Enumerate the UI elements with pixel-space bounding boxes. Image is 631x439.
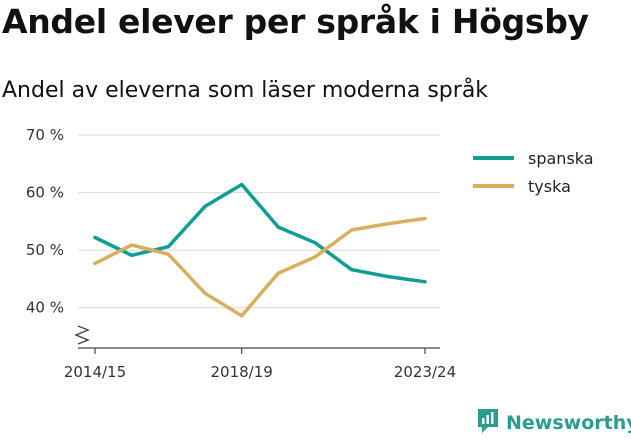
y-tick-label: 40 % xyxy=(26,299,64,317)
data-point-tyska xyxy=(386,222,390,226)
legend-label-tyska: tyska xyxy=(528,177,571,196)
data-point-tyska xyxy=(93,261,97,265)
data-point-spanska xyxy=(276,225,280,229)
data-point-spanska xyxy=(423,280,427,284)
chart-title: Andel elever per språk i Högsby xyxy=(2,2,589,41)
y-tick-label: 50 % xyxy=(26,241,64,259)
data-point-tyska xyxy=(313,255,317,259)
data-point-spanska xyxy=(203,204,207,208)
y-tick-label: 70 % xyxy=(26,126,64,144)
series-line-spanska xyxy=(93,182,427,284)
axis-break-icon xyxy=(74,325,90,345)
x-tick-label: 2023/24 xyxy=(394,363,456,381)
legend-label-spanska: spanska xyxy=(528,149,594,168)
data-point-tyska xyxy=(203,291,207,295)
chart-subtitle: Andel av eleverna som läser moderna språ… xyxy=(2,78,489,103)
data-point-tyska xyxy=(276,271,280,275)
data-point-spanska xyxy=(313,241,317,245)
data-point-spanska xyxy=(130,253,134,257)
newsworthy-logo-icon xyxy=(476,407,500,439)
data-point-tyska xyxy=(350,228,354,232)
data-point-spanska xyxy=(386,275,390,279)
data-point-tyska xyxy=(423,216,427,221)
data-point-tyska xyxy=(130,243,134,247)
x-tick-label: 2014/15 xyxy=(64,363,126,381)
data-point-spanska xyxy=(240,182,244,187)
data-point-spanska xyxy=(350,268,354,272)
data-point-tyska xyxy=(166,252,170,256)
data-point-spanska xyxy=(93,235,97,240)
y-tick-label: 60 % xyxy=(26,184,64,202)
brand-name: Newsworthy xyxy=(506,412,631,434)
x-tick-label: 2018/19 xyxy=(211,363,273,381)
data-point-tyska xyxy=(240,314,244,318)
series-line-tyska xyxy=(93,216,427,318)
data-point-spanska xyxy=(166,245,170,249)
newsworthy-brand: Newsworthy xyxy=(476,407,631,439)
